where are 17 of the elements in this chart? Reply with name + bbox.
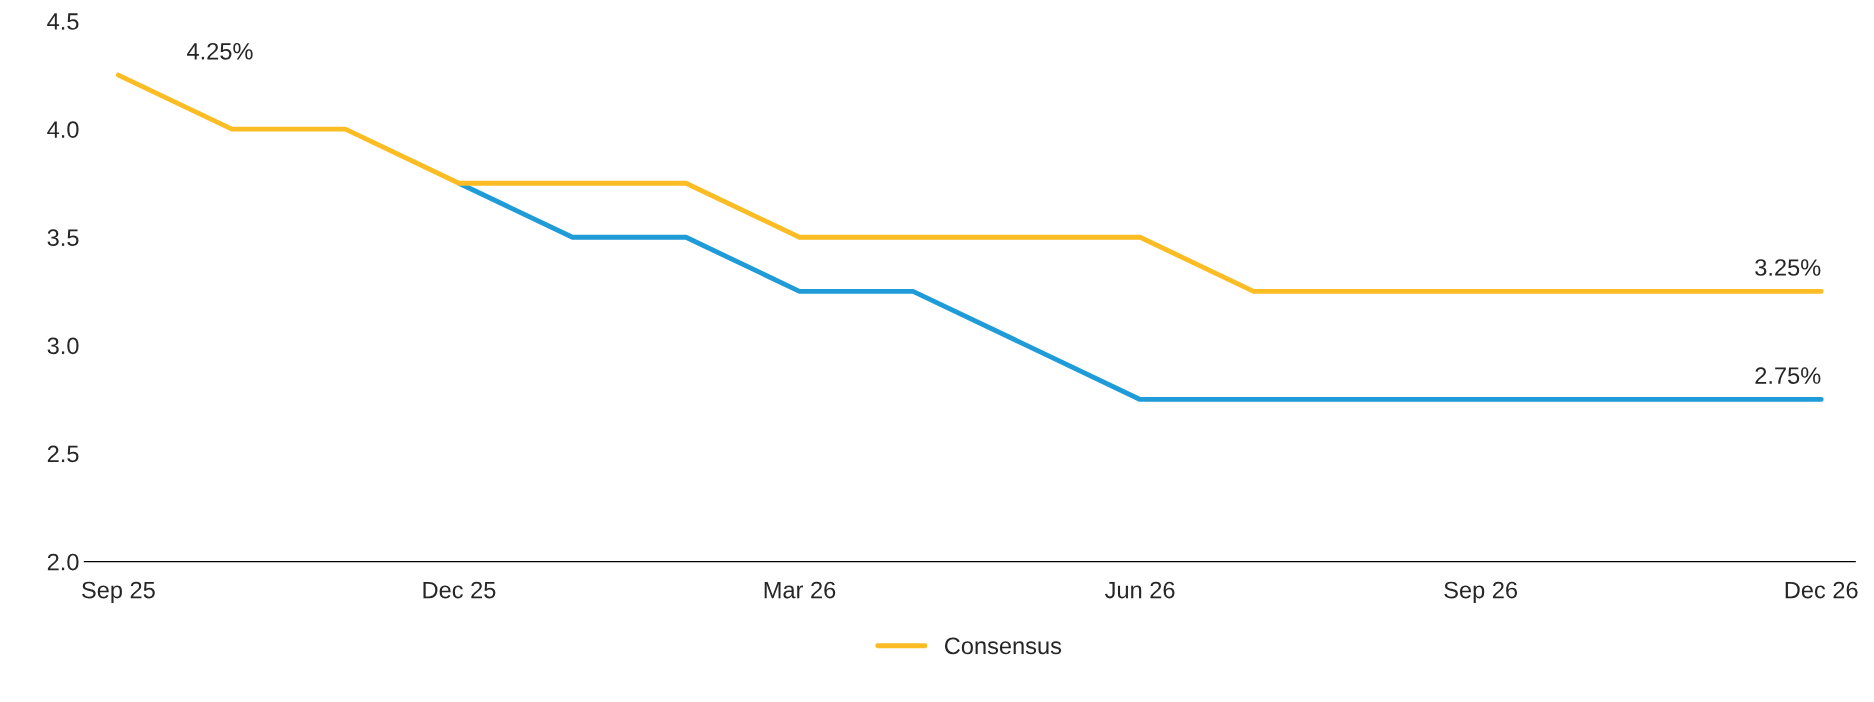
x-tick-label: Sep 26 — [1444, 581, 1518, 604]
x-tick-label: Dec 26 — [1785, 581, 1858, 599]
x-tick-label: Mar 26 — [764, 581, 836, 599]
y-tick-label: 2.5 — [47, 445, 79, 463]
legend-label: Consensus — [944, 637, 1062, 655]
y-tick-label: 2.0 — [47, 553, 79, 571]
x-tick-label: Jun 26 — [1105, 581, 1175, 599]
line-series — [115, 72, 1824, 294]
x-tick-label: Sep 25 — [82, 581, 155, 604]
annotation: 2.75% — [1755, 367, 1821, 384]
y-tick-label: 3.5 — [47, 229, 79, 247]
y-tick-label: 4.0 — [47, 121, 79, 138]
x-tick-label: Dec 25 — [423, 581, 496, 599]
annotation: 3.25% — [1755, 259, 1821, 276]
y-tick-label: 4.5 — [47, 13, 79, 30]
annotation: 4.25% — [187, 42, 253, 60]
y-tick-label: 3.0 — [47, 337, 79, 355]
